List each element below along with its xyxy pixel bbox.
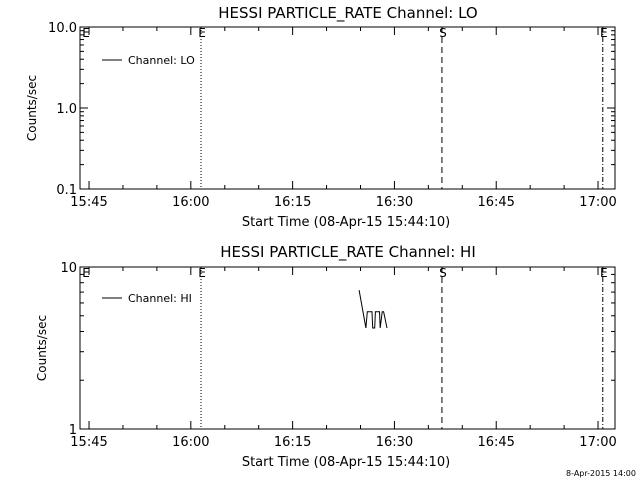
- tick-group: 15:4516:0016:1516:3016:4517:0017:150.11.…: [48, 21, 617, 210]
- panel-hi: HESSI PARTICLE_RATE Channel: HI 15:45 16:…: [35, 243, 617, 470]
- event-marker-label: E: [198, 26, 206, 40]
- x-axis-label: Start Time (08-Apr-15 15:44:10): [242, 215, 450, 230]
- y-axis-label: Counts/sec: [25, 75, 39, 141]
- y-tick-label: 10: [60, 261, 77, 276]
- x-tick-label: 16:30: [376, 195, 413, 210]
- x-tick-label: 15:45: [70, 195, 107, 210]
- y-tick-label: 10.0: [48, 21, 77, 36]
- plot-frame: [79, 26, 616, 190]
- event-marker-label: E: [600, 266, 608, 280]
- event-marker-label: E: [600, 26, 608, 40]
- panel-title: HESSI PARTICLE_RATE Channel: HI: [220, 243, 476, 262]
- y-axis-label: Counts/sec: [35, 315, 49, 381]
- y-tick-label: 1: [69, 423, 77, 438]
- x-tick-label: 16:30: [376, 435, 413, 450]
- x-tick-label: 16:15: [274, 195, 311, 210]
- panel-title: HESSI PARTICLE_RATE Channel: LO: [218, 4, 477, 23]
- legend-label: Channel: LO: [128, 54, 195, 67]
- panel-lo: HESSI PARTICLE_RATE Channel: LO 15:45 16:…: [25, 4, 617, 230]
- x-tick-label: 16:15: [274, 435, 311, 450]
- event-marker-label: E: [82, 266, 90, 280]
- x-tick-label: 16:00: [172, 435, 209, 450]
- x-axis-label: Start Time (08-Apr-15 15:44:10): [242, 455, 450, 470]
- marker-group: E S EE: [82, 26, 608, 189]
- series-line: [358, 290, 388, 329]
- legend-label: Channel: HI: [128, 292, 192, 305]
- data-group: [358, 290, 388, 329]
- plot-frame: [79, 266, 616, 430]
- x-tick-label: 17:00: [579, 435, 616, 450]
- event-marker-label: E: [198, 266, 206, 280]
- x-tick-label: 16:45: [477, 435, 514, 450]
- event-marker-label: S: [439, 266, 447, 280]
- y-tick-label: 1.0: [56, 102, 77, 117]
- event-marker-label: E: [82, 26, 90, 40]
- y-tick-label: 0.1: [56, 183, 77, 198]
- x-tick-label: 16:45: [477, 195, 514, 210]
- event-marker-label: S: [439, 26, 447, 40]
- marker-group: E S EE: [82, 266, 608, 429]
- x-tick-label: 17:00: [579, 195, 616, 210]
- footer-timestamp: 8-Apr-2015 14:00: [566, 469, 636, 478]
- x-tick-label: 15:45: [70, 435, 107, 450]
- x-tick-label: 16:00: [172, 195, 209, 210]
